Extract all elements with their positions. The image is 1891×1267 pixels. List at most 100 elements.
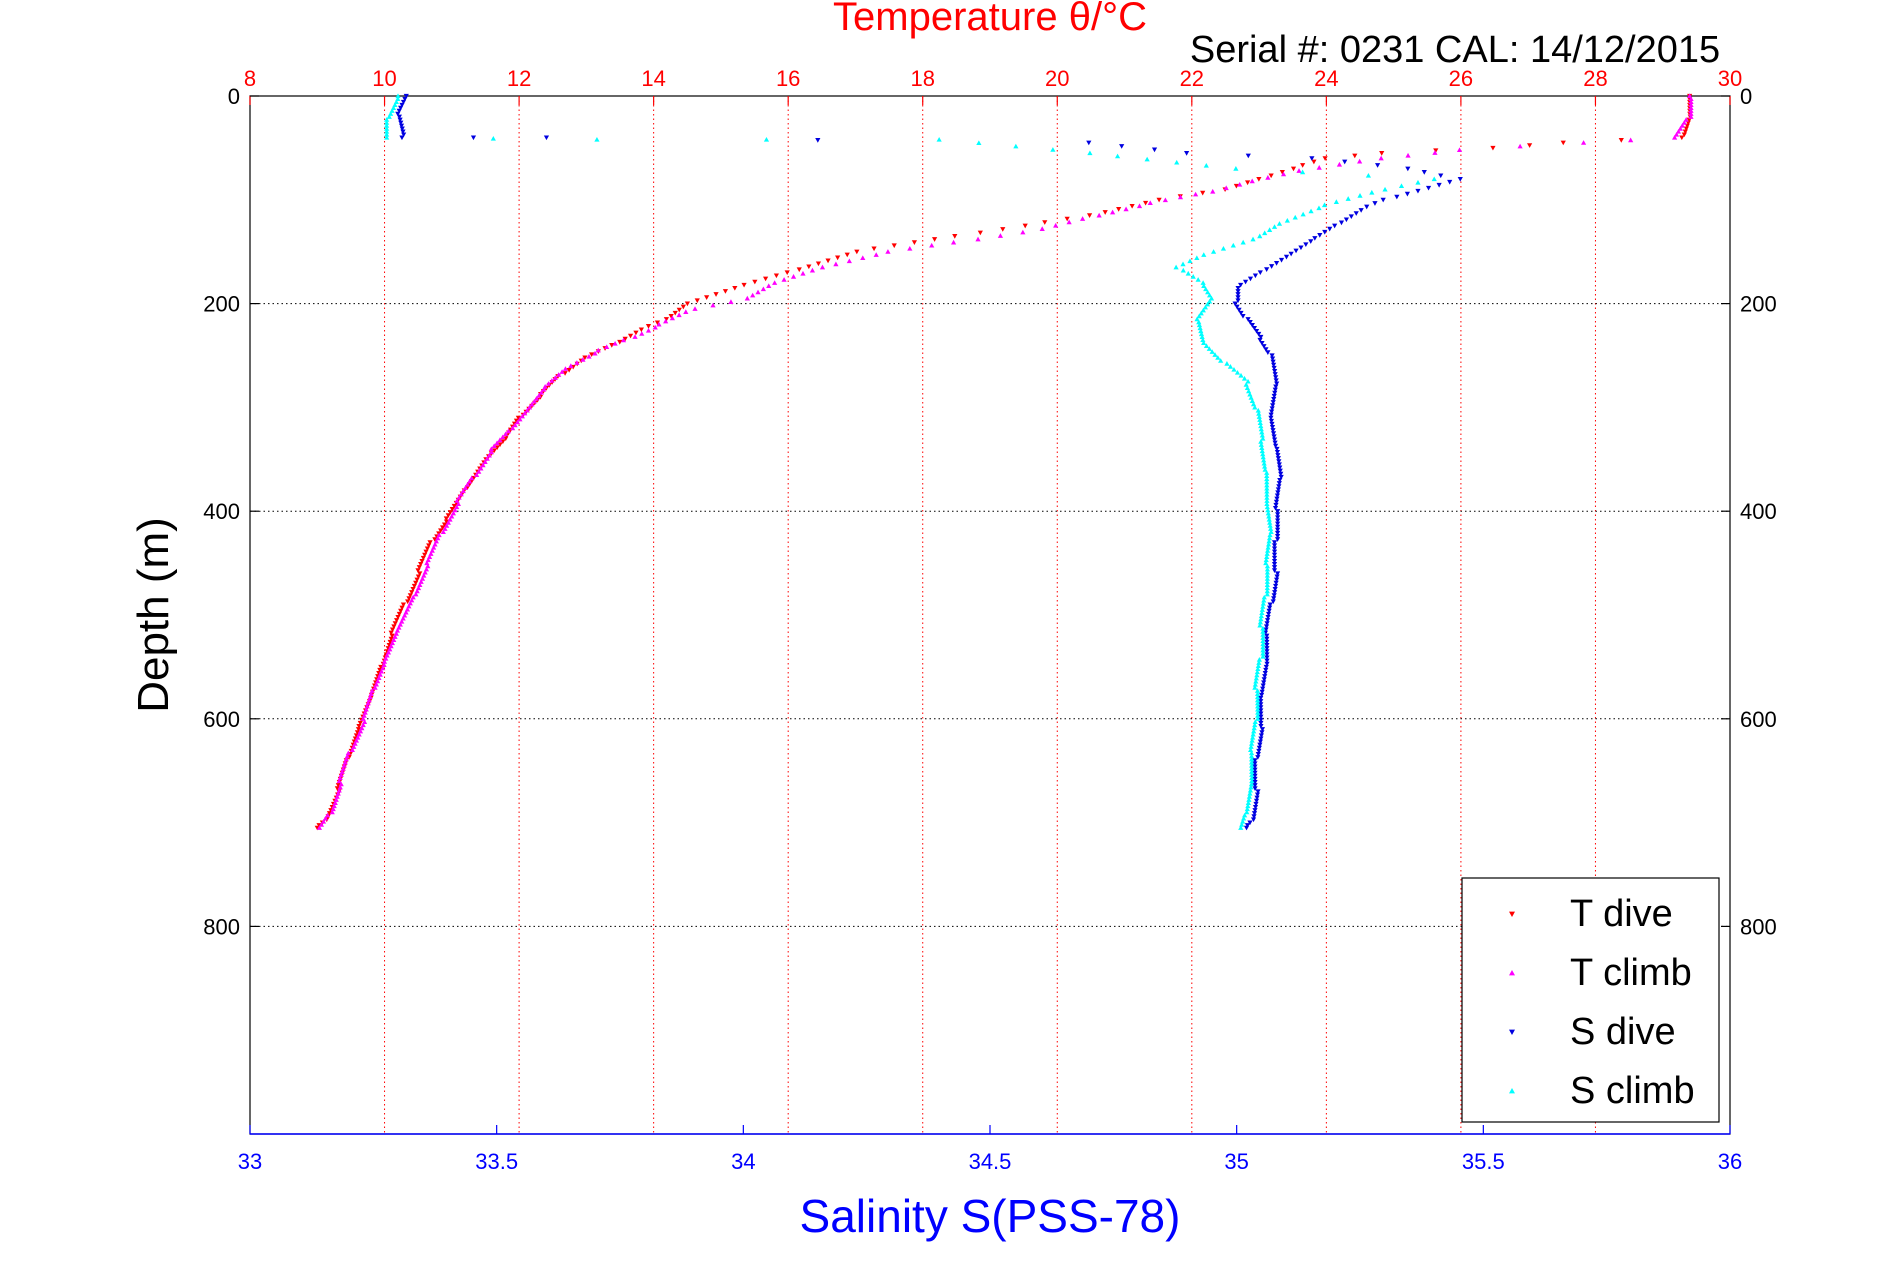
data-point <box>1262 671 1268 676</box>
data-point <box>1275 524 1281 530</box>
data-point <box>345 750 351 756</box>
data-point <box>1224 361 1230 366</box>
data-point <box>1240 818 1246 824</box>
data-point <box>1201 340 1207 345</box>
data-point <box>476 469 482 474</box>
data-point <box>1096 212 1102 218</box>
data-point <box>1262 674 1268 679</box>
data-point <box>396 108 402 114</box>
data-point <box>1246 794 1252 799</box>
data-point <box>407 600 413 606</box>
data-point <box>815 138 821 143</box>
data-point <box>1264 572 1271 578</box>
data-point <box>1248 753 1255 759</box>
data-point <box>1257 417 1263 422</box>
data-point <box>1398 183 1405 189</box>
data-point <box>1270 400 1276 405</box>
data-point <box>1212 352 1218 357</box>
data-point <box>1244 809 1250 815</box>
data-point <box>860 255 866 261</box>
data-point <box>1274 534 1281 539</box>
data-point <box>595 347 601 353</box>
data-point <box>1253 798 1260 804</box>
data-point <box>384 123 390 128</box>
data-point <box>1203 162 1209 168</box>
data-point <box>407 593 413 598</box>
data-point <box>556 372 562 377</box>
data-point <box>1264 569 1271 575</box>
data-point <box>652 324 658 330</box>
data-point <box>1372 201 1378 206</box>
data-point <box>1252 786 1258 791</box>
data-point <box>1266 608 1272 614</box>
data-point <box>390 105 397 110</box>
data-point <box>1284 217 1290 223</box>
data-point <box>1273 384 1279 390</box>
data-point <box>632 334 638 339</box>
data-point <box>513 418 520 424</box>
data-point <box>1180 261 1186 267</box>
data-point <box>1238 310 1244 316</box>
data-point <box>1252 722 1258 728</box>
data-point <box>1365 172 1372 178</box>
data-point <box>1257 619 1264 625</box>
data-point <box>654 320 661 326</box>
data-point <box>1264 652 1270 658</box>
data-point <box>1247 747 1254 753</box>
data-point <box>617 339 623 345</box>
data-point <box>1173 264 1179 270</box>
data-point <box>424 560 430 566</box>
data-point <box>1194 255 1200 261</box>
data-point <box>1110 209 1116 215</box>
data-point <box>1200 337 1206 343</box>
data-point <box>1332 223 1338 229</box>
data-point <box>1263 624 1270 630</box>
data-point <box>386 114 392 119</box>
data-point <box>1256 176 1262 182</box>
data-point <box>1259 340 1265 346</box>
data-point <box>806 264 812 270</box>
data-point <box>1266 535 1273 541</box>
data-point <box>351 744 357 749</box>
data-point <box>1259 727 1266 732</box>
data-point <box>1235 292 1241 297</box>
data-point <box>1020 229 1026 235</box>
data-point <box>1204 301 1211 307</box>
data-point <box>384 120 390 125</box>
data-point <box>1677 126 1683 131</box>
data-point <box>1264 504 1270 510</box>
data-point <box>1433 148 1439 154</box>
data-point <box>1683 117 1689 122</box>
data-point <box>422 569 428 575</box>
data-point <box>1200 190 1206 196</box>
data-point <box>1274 537 1281 542</box>
legend-label-t-dive: T dive <box>1570 893 1673 935</box>
data-point <box>1258 426 1264 432</box>
temperature-tick-label: 14 <box>641 66 665 91</box>
data-point <box>1278 474 1284 480</box>
data-point <box>519 413 525 419</box>
data-point <box>1269 353 1275 359</box>
data-point <box>1256 657 1262 662</box>
data-point <box>526 404 533 410</box>
data-point <box>515 415 522 421</box>
depth-tick-label-right: 0 <box>1740 84 1752 109</box>
data-point <box>1352 153 1358 159</box>
data-point <box>609 343 615 348</box>
data-point <box>375 678 381 684</box>
data-point <box>419 576 426 581</box>
data-point <box>1277 477 1283 483</box>
data-point <box>505 428 512 434</box>
data-point <box>1206 346 1212 351</box>
data-point <box>1404 191 1411 197</box>
data-point <box>1256 660 1262 665</box>
data-point <box>931 237 938 242</box>
data-point <box>1682 129 1688 135</box>
data-point <box>1255 700 1261 706</box>
data-point <box>1273 502 1279 508</box>
data-point <box>1260 604 1266 609</box>
data-point <box>1193 191 1199 197</box>
data-point <box>1234 369 1241 375</box>
data-point <box>1252 804 1259 810</box>
data-point <box>1308 239 1314 244</box>
